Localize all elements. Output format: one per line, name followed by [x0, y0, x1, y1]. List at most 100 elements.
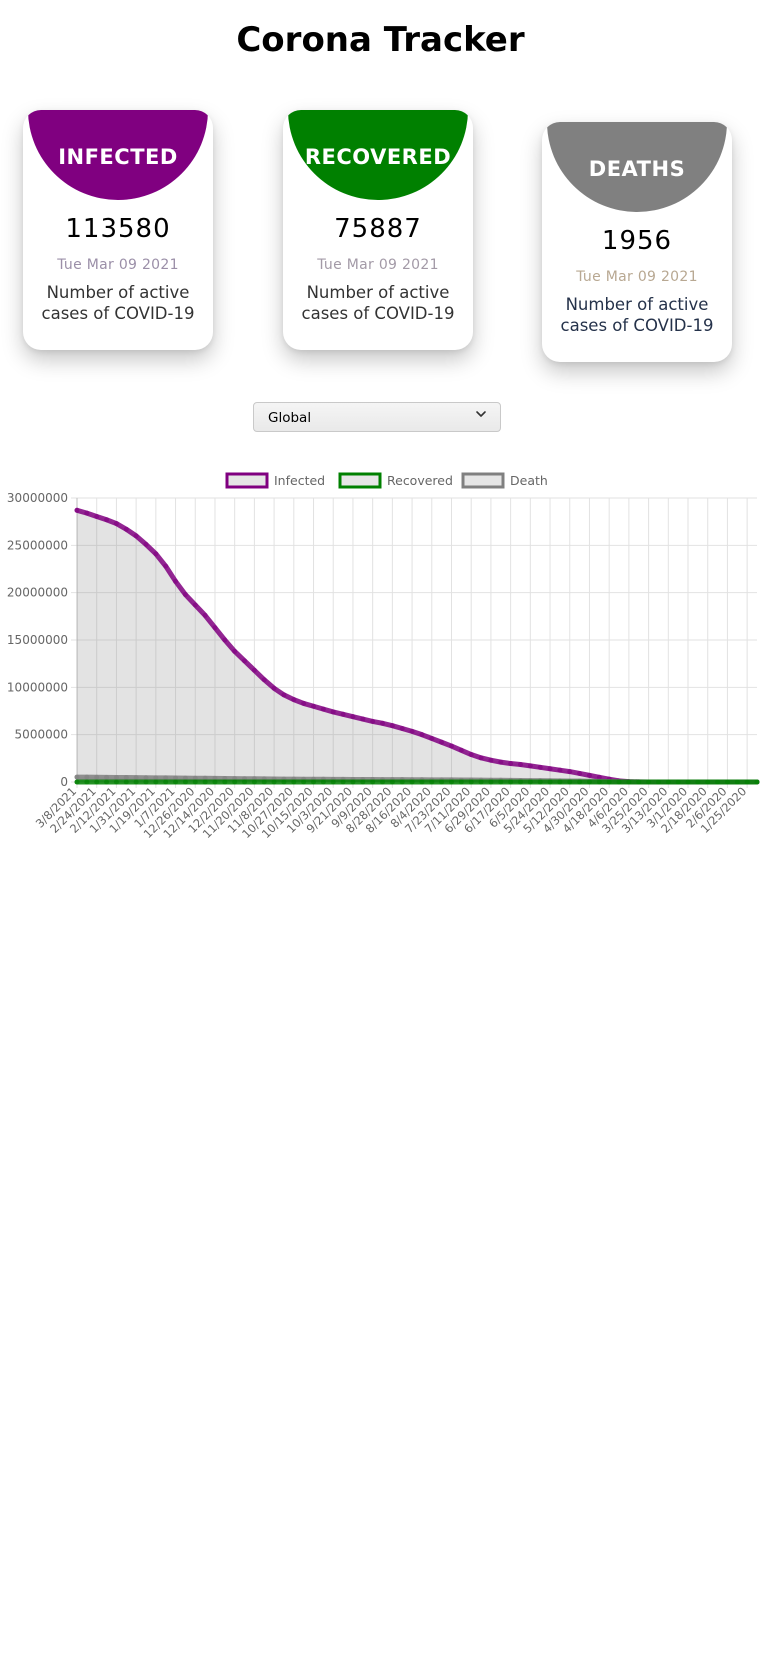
- data-point: [458, 747, 464, 753]
- data-point: [192, 775, 198, 781]
- data-point: [715, 779, 721, 785]
- country-select[interactable]: Global: [253, 402, 501, 432]
- data-point: [567, 769, 573, 775]
- infected-description: Number of active cases of COVID-19: [41, 283, 195, 323]
- data-point: [271, 685, 277, 691]
- recovered-label: RECOVERED: [304, 145, 452, 169]
- data-point: [94, 779, 100, 785]
- data-point: [182, 592, 188, 598]
- deaths-count: 1956: [601, 226, 673, 256]
- data-point: [242, 658, 248, 664]
- country-select-value: Global: [268, 410, 312, 426]
- data-point: [163, 775, 169, 781]
- data-point: [468, 752, 474, 758]
- data-point: [350, 779, 356, 785]
- data-point: [537, 764, 543, 770]
- data-point: [754, 779, 760, 785]
- data-point: [409, 728, 415, 734]
- y-tick-label: 0: [60, 775, 68, 789]
- data-point: [448, 779, 454, 785]
- data-point: [577, 770, 583, 776]
- data-point: [665, 779, 671, 785]
- data-point: [281, 692, 287, 698]
- legend-label-death: Death: [510, 473, 548, 488]
- deaths-label: DEATHS: [588, 157, 686, 181]
- data-point: [133, 775, 139, 781]
- data-point: [133, 779, 139, 785]
- data-point: [74, 779, 80, 785]
- data-point: [557, 767, 563, 773]
- data-point: [192, 779, 198, 785]
- data-point: [370, 779, 376, 785]
- data-point: [567, 779, 573, 785]
- data-point: [458, 779, 464, 785]
- data-point: [488, 757, 494, 763]
- data-point: [74, 507, 80, 513]
- chevron-down-icon: [476, 411, 486, 417]
- data-point: [123, 775, 129, 781]
- data-point: [478, 779, 484, 785]
- data-point: [113, 779, 119, 785]
- data-point: [429, 779, 435, 785]
- data-point: [173, 775, 179, 781]
- deaths-card: DEATHS 1956 Tue Mar 09 2021 Number of ac…: [542, 122, 732, 362]
- data-point: [320, 779, 326, 785]
- data-point: [606, 779, 612, 785]
- data-point: [705, 779, 711, 785]
- page-title: Corona Tracker: [236, 20, 525, 60]
- data-point: [330, 709, 336, 715]
- data-point: [577, 779, 583, 785]
- data-point: [685, 779, 691, 785]
- data-point: [261, 677, 267, 683]
- data-point: [163, 563, 169, 569]
- data-point: [153, 779, 159, 785]
- data-point: [399, 726, 405, 732]
- data-point: [153, 775, 159, 781]
- data-point: [409, 779, 415, 785]
- data-point: [123, 526, 129, 532]
- data-point: [439, 739, 445, 745]
- data-point: [113, 774, 119, 780]
- data-point: [222, 779, 228, 785]
- data-point: [527, 763, 533, 769]
- data-point: [232, 779, 238, 785]
- y-tick-label: 15000000: [7, 633, 68, 647]
- data-point: [380, 779, 386, 785]
- data-point: [508, 779, 514, 785]
- data-point: [468, 779, 474, 785]
- data-point: [94, 513, 100, 519]
- legend-swatch-death: [461, 472, 505, 489]
- data-point: [84, 510, 90, 516]
- y-tick-label: 25000000: [7, 538, 68, 552]
- data-point: [330, 779, 336, 785]
- data-point: [173, 578, 179, 584]
- recovered-date: Tue Mar 09 2021: [317, 257, 439, 273]
- data-point: [320, 706, 326, 712]
- data-point: [439, 779, 445, 785]
- data-point: [380, 720, 386, 726]
- data-point: [498, 779, 504, 785]
- data-point: [636, 779, 642, 785]
- infected-date: Tue Mar 09 2021: [57, 257, 179, 273]
- data-point: [389, 723, 395, 729]
- data-point: [281, 779, 287, 785]
- data-point: [104, 517, 110, 523]
- data-point: [360, 716, 366, 722]
- data-point: [84, 774, 90, 780]
- data-point: [646, 779, 652, 785]
- data-point: [527, 779, 533, 785]
- data-point: [232, 648, 238, 654]
- legend-label-infected: Infected: [274, 473, 325, 488]
- data-point: [123, 779, 129, 785]
- y-tick-label: 5000000: [15, 728, 68, 742]
- data-point: [586, 772, 592, 778]
- data-point: [370, 718, 376, 724]
- data-point: [192, 602, 198, 608]
- data-point: [212, 779, 218, 785]
- data-point: [104, 774, 110, 780]
- data-point: [242, 779, 248, 785]
- data-point: [429, 735, 435, 741]
- data-point: [202, 612, 208, 618]
- data-point: [153, 551, 159, 557]
- data-point: [724, 779, 730, 785]
